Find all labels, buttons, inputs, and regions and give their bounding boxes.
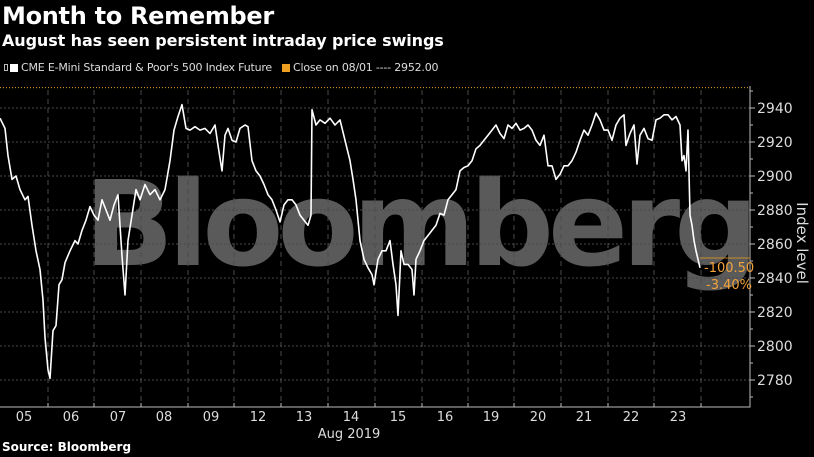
y-tick-label: 2780 bbox=[757, 373, 793, 389]
legend-item-close[interactable]: Close on 08/01 ---- 2952.00 bbox=[282, 61, 439, 74]
x-tick-label: 20 bbox=[530, 410, 547, 425]
chart-subtitle: August has seen persistent intraday pric… bbox=[2, 31, 444, 50]
y-axis-title: Index level bbox=[793, 202, 811, 284]
price-line bbox=[0, 103, 701, 380]
legend-item-index-future[interactable]: CME E-Mini Standard & Poor's 500 Index F… bbox=[10, 61, 272, 74]
y-tick-label: 2900 bbox=[757, 169, 793, 185]
watermark-text: Bloomberg bbox=[84, 155, 753, 293]
x-tick-label: 05 bbox=[16, 410, 33, 425]
x-tick-label: 07 bbox=[110, 410, 127, 425]
y-tick-label: 2920 bbox=[757, 135, 793, 151]
y-tick-label: 2820 bbox=[757, 305, 793, 321]
x-tick-label: 16 bbox=[437, 410, 454, 425]
x-tick-label: 19 bbox=[483, 410, 500, 425]
x-tick-label: 08 bbox=[156, 410, 173, 425]
legend-swatch-white-icon bbox=[10, 63, 18, 72]
x-axis-title: Aug 2019 bbox=[318, 427, 381, 442]
y-axis-ticks: 2780 2800 2820 2840 2860 2880 2900 2920 2940 bbox=[750, 90, 793, 398]
x-tick-label: 06 bbox=[63, 410, 80, 425]
y-tick-label: 2800 bbox=[757, 339, 793, 355]
y-tick-label: 2940 bbox=[757, 101, 793, 117]
chart-title: Month to Remember bbox=[2, 2, 274, 30]
legend-swatch-orange-icon bbox=[282, 63, 290, 72]
watermark: Bloomberg bbox=[84, 155, 759, 293]
change-annotation: -100.50 bbox=[704, 261, 754, 276]
source-note: Source: Bloomberg bbox=[2, 440, 132, 454]
y-tick-label: 2860 bbox=[757, 237, 793, 253]
legend-label: Close on 08/01 ---- 2952.00 bbox=[293, 61, 439, 74]
x-tick-label: 15 bbox=[390, 410, 407, 425]
y-tick-label: 2880 bbox=[757, 203, 793, 219]
x-tick-label: 09 bbox=[203, 410, 220, 425]
x-axis-ticks: 05 06 07 08 09 12 13 14 15 16 19 20 21 22 23 bbox=[16, 403, 702, 425]
x-tick-label: 23 bbox=[670, 410, 687, 425]
y-tick-label: 2840 bbox=[757, 271, 793, 287]
x-tick-label: 13 bbox=[296, 410, 313, 425]
legend-toggle-icon[interactable] bbox=[4, 64, 8, 71]
legend: CME E-Mini Standard & Poor's 500 Index F… bbox=[4, 61, 448, 74]
x-tick-label: 14 bbox=[343, 410, 360, 425]
x-tick-label: 22 bbox=[623, 410, 640, 425]
x-tick-label: 21 bbox=[576, 410, 593, 425]
legend-label: CME E-Mini Standard & Poor's 500 Index F… bbox=[21, 61, 272, 74]
percent-annotation: -3.40% bbox=[706, 278, 752, 293]
x-tick-label: 12 bbox=[250, 410, 267, 425]
